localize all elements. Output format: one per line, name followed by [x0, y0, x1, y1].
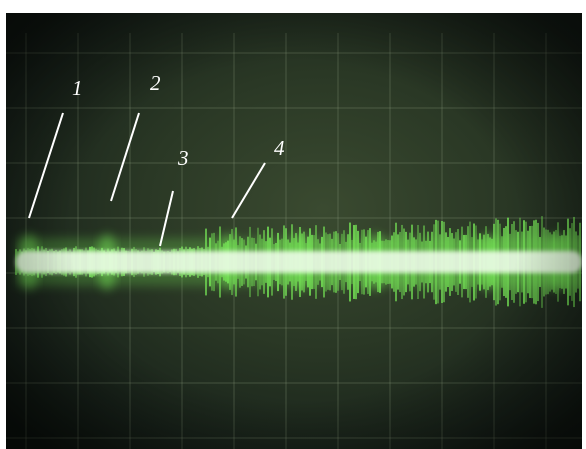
oscilloscope-screen: 1 2 3 4	[6, 13, 582, 449]
callout-2-label: 2	[150, 71, 161, 95]
callout-4: 4	[231, 136, 285, 219]
callout-2-leader	[110, 112, 140, 202]
callout-3-label: 3	[177, 146, 189, 170]
waveform-canvas: 1 2 3 4	[6, 13, 582, 449]
callout-1: 1	[28, 76, 83, 219]
callout-1-label: 1	[72, 76, 83, 100]
callout-4-label: 4	[274, 136, 285, 160]
callout-4-leader	[231, 162, 266, 219]
callout-3: 3	[159, 146, 189, 247]
callout-1-leader	[28, 112, 64, 219]
screen-vignette	[6, 13, 582, 449]
callout-3-leader	[159, 190, 174, 247]
callout-2: 2	[110, 71, 161, 202]
